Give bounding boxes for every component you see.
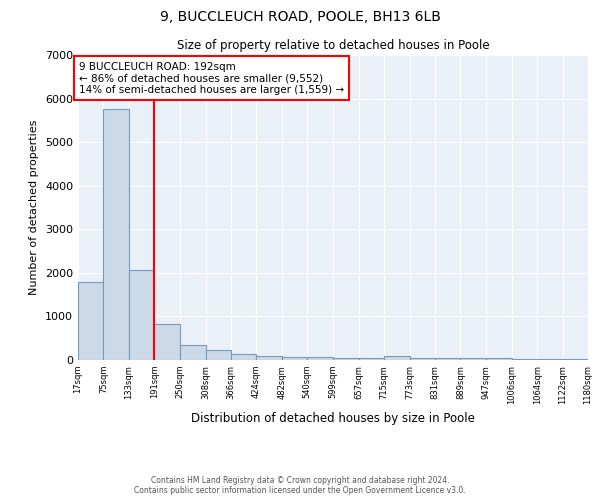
Bar [410, 358, 435, 360]
Bar [384, 356, 410, 360]
Bar [231, 354, 256, 360]
Bar [435, 358, 460, 360]
Bar [129, 270, 154, 360]
Bar [256, 356, 282, 360]
Text: 9, BUCCLEUCH ROAD, POOLE, BH13 6LB: 9, BUCCLEUCH ROAD, POOLE, BH13 6LB [160, 10, 440, 24]
Bar [460, 358, 486, 360]
Bar [512, 358, 537, 360]
Bar [180, 345, 206, 360]
Bar [154, 324, 180, 360]
Bar [307, 358, 333, 360]
Bar [282, 356, 307, 360]
Bar [563, 359, 588, 360]
Y-axis label: Number of detached properties: Number of detached properties [29, 120, 40, 295]
Bar [206, 350, 231, 360]
Bar [333, 358, 359, 360]
Bar [103, 110, 129, 360]
Title: Size of property relative to detached houses in Poole: Size of property relative to detached ho… [176, 40, 490, 52]
Bar [78, 282, 103, 360]
Bar [359, 358, 384, 360]
Bar [486, 358, 512, 360]
Bar [537, 359, 563, 360]
X-axis label: Distribution of detached houses by size in Poole: Distribution of detached houses by size … [191, 412, 475, 425]
Text: 9 BUCCLEUCH ROAD: 192sqm
← 86% of detached houses are smaller (9,552)
14% of sem: 9 BUCCLEUCH ROAD: 192sqm ← 86% of detach… [79, 62, 344, 94]
Text: Contains HM Land Registry data © Crown copyright and database right 2024.
Contai: Contains HM Land Registry data © Crown c… [134, 476, 466, 495]
